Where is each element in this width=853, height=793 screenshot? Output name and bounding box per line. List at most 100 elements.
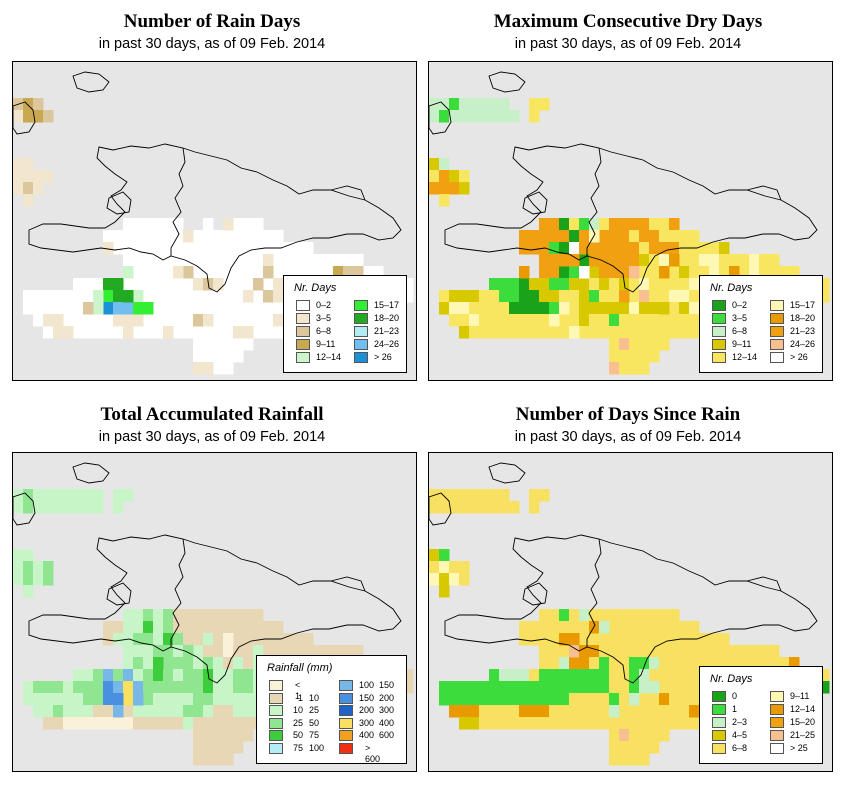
grid-cell [649,350,660,363]
grid-cell [559,266,570,279]
grid-cell [223,350,234,363]
grid-cell [529,278,540,291]
grid-cell [459,501,470,514]
panel-title: Maximum Consecutive Dry Days [493,11,763,32]
map-max-dry-days[interactable]: Nr. Days 0–2 3–5 6–8 9–11 12–14 15–17 18–20 21–… [428,61,833,381]
grid-cell [223,338,234,351]
grid-cell [629,362,640,375]
grid-cell [439,549,450,562]
grid-cell [689,621,700,634]
grid-cell [599,278,610,291]
coastline [429,492,452,526]
grid-cell [263,302,274,315]
grid-cell [689,278,700,291]
grid-cell [529,717,540,730]
grid-cell [549,705,560,718]
grid-cell [499,326,510,339]
grid-cell [689,657,700,670]
grid-cell [549,230,560,243]
panel-subtitle: in past 30 days, as of 09 Feb. 2014 [98,429,326,445]
grid-cell [173,657,184,670]
grid-cell [143,314,154,327]
grid-cell [739,657,750,670]
grid-cell [489,669,500,682]
grid-cell [549,314,560,327]
grid-cell [223,681,234,694]
grid-cell [183,681,194,694]
legend-swatch [712,326,726,337]
grid-cell [559,242,570,255]
grid-cell [689,681,700,694]
map-rain-days[interactable]: Nr. Days 0–2 3–5 6–8 9–11 12–14 15–17 18–20 21–… [12,61,417,381]
grid-cell [629,242,640,255]
grid-cell [589,657,600,670]
grid-cell [459,290,470,303]
grid-cell [649,314,660,327]
grid-cell [549,266,560,279]
grid-cell [519,633,530,646]
grid-cell [659,218,670,231]
grid-cell [133,242,144,255]
map-days-since-rain[interactable]: Nr. Days 0 1 2–3 4–5 6–8 9–11 12–14 15–20 21–25 >… [428,452,833,772]
grid-cell [213,302,224,315]
grid-cell [333,645,344,658]
map-total-rainfall[interactable]: Rainfall (mm) < 1 1 10 10 25 25 50 50 75 75 100 100… [12,452,417,772]
grid-cell [609,693,620,706]
legend-label-low: 10 [292,705,303,715]
legend-swatch [269,705,283,716]
grid-cell [303,645,314,658]
grid-cell [213,753,224,766]
grid-cell [509,314,520,327]
grid-cell [83,693,94,706]
legend-swatch [712,352,726,363]
legend-swatch [770,743,784,754]
grid-cell [243,302,254,315]
grid-cell [719,633,730,646]
grid-cell [509,110,520,123]
grid-cell [253,621,264,634]
grid-cell [699,645,710,658]
grid-cell [113,669,124,682]
grid-cell [479,489,490,502]
grid-cell [439,561,450,574]
grid-cell [143,242,154,255]
grid-cell [103,717,114,730]
grid-cell [123,705,134,718]
grid-cell [253,266,264,279]
grid-cell [689,254,700,267]
grid-cell [579,669,590,682]
grid-cell [143,302,154,315]
grid-cell [143,278,154,291]
grid-cell [759,254,770,267]
grid-cell [479,314,490,327]
map-legend: Rainfall (mm) < 1 1 10 10 25 25 50 50 75 75 100 100… [256,655,407,764]
grid-cell [223,266,234,279]
grid-cell [499,314,510,327]
grid-cell [629,609,640,622]
grid-cell [253,230,264,243]
grid-cell [173,693,184,706]
grid-cell [589,242,600,255]
legend-swatch [339,705,353,716]
grid-cell [489,326,500,339]
grid-cell [213,717,224,730]
grid-cell [509,326,520,339]
grid-cell [153,278,164,291]
legend-label-low: 1 [297,692,303,703]
grid-cell [123,230,134,243]
grid-cell [679,266,690,279]
grid-cell [223,669,234,682]
grid-cell [509,717,520,730]
grid-cell [649,218,660,231]
grid-cell [233,278,244,291]
grid-cell [23,573,34,586]
grid-cell [559,669,570,682]
grid-cell [203,621,214,634]
grid-cell [679,681,690,694]
grid-cell [619,218,630,231]
grid-cell [569,669,580,682]
grid-cell [699,657,710,670]
grid-cell [619,338,630,351]
grid-cell [53,326,64,339]
grid-cell [609,350,620,363]
